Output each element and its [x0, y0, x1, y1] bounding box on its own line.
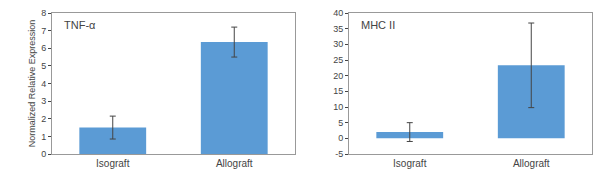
svg-text:10: 10 — [333, 102, 343, 112]
svg-text:1: 1 — [41, 132, 46, 142]
svg-text:40: 40 — [333, 8, 343, 18]
svg-text:-5: -5 — [335, 149, 343, 159]
svg-text:5: 5 — [338, 118, 343, 128]
svg-text:3: 3 — [41, 96, 46, 106]
svg-text:Isograft: Isograft — [96, 158, 130, 169]
svg-text:4: 4 — [41, 79, 46, 89]
svg-text:MHC II: MHC II — [361, 19, 395, 31]
svg-text:6: 6 — [41, 43, 46, 53]
svg-text:15: 15 — [333, 86, 343, 96]
svg-text:5: 5 — [41, 61, 46, 71]
svg-text:Normalized Relative Expression: Normalized Relative Expression — [27, 20, 37, 148]
svg-text:7: 7 — [41, 26, 46, 36]
svg-text:35: 35 — [333, 24, 343, 34]
svg-text:Allograft: Allograft — [216, 158, 253, 169]
svg-text:8: 8 — [41, 8, 46, 18]
svg-text:0: 0 — [338, 133, 343, 143]
svg-text:Allograft: Allograft — [513, 158, 550, 169]
svg-text:25: 25 — [333, 55, 343, 65]
svg-text:0: 0 — [41, 149, 46, 159]
svg-text:20: 20 — [333, 71, 343, 81]
svg-text:TNF-α: TNF-α — [64, 19, 96, 31]
svg-text:2: 2 — [41, 114, 46, 124]
svg-text:Isograft: Isograft — [393, 158, 427, 169]
svg-text:30: 30 — [333, 39, 343, 49]
